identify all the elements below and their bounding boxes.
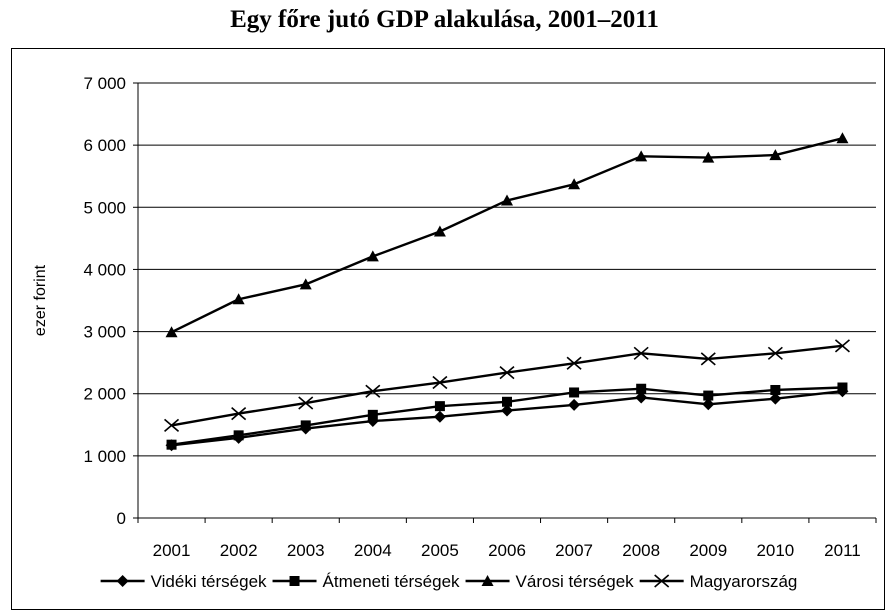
data-point (366, 250, 379, 262)
data-point (568, 398, 581, 411)
x-tick-label: 2004 (354, 541, 392, 560)
chart-area: 0 1 000 2 000 3 000 4 000 5 000 6 000 7 000 2001… (11, 48, 885, 610)
axes: 0 1 000 2 000 3 000 4 000 5 000 6 000 7 000 2001… (32, 74, 877, 560)
data-point (165, 326, 178, 338)
y-tick-label: 1 000 (83, 447, 126, 466)
y-tick-label: 4 000 (83, 260, 126, 279)
data-point (501, 404, 513, 417)
x-tick-label: 2005 (421, 541, 459, 560)
y-tick-label: 7 000 (83, 74, 126, 93)
legend: Vidéki térségek Átmeneti térségek Városi t… (100, 572, 798, 591)
x-marker-stroke (231, 406, 247, 421)
legend-marker (654, 574, 670, 588)
legend-label: Magyarország (690, 572, 798, 591)
series-2 (165, 132, 849, 338)
data-point (566, 356, 582, 370)
legend-marker (481, 575, 494, 586)
data-point (300, 420, 311, 431)
data-point (164, 418, 180, 433)
legend-marker (289, 576, 300, 586)
data-point (770, 384, 781, 395)
line-chart: 0 1 000 2 000 3 000 4 000 5 000 6 000 7 000 2001… (32, 74, 877, 591)
x-marker-stroke (432, 375, 448, 390)
x-tick-label: 2009 (689, 541, 727, 560)
x-tick-label: 2006 (488, 541, 526, 560)
x-marker-stroke (834, 339, 850, 353)
data-point (232, 293, 245, 305)
x-tick-label: 2002 (220, 541, 258, 560)
data-point (499, 365, 515, 380)
x-tick-label: 2003 (287, 541, 325, 560)
data-point (231, 406, 247, 421)
data-point (703, 390, 714, 401)
y-tick-label: 6 000 (83, 136, 126, 155)
data-point (769, 392, 782, 405)
legend-label: Vidéki térségek (151, 572, 267, 591)
data-point (502, 396, 512, 407)
data-point (767, 346, 783, 360)
x-marker-stroke (633, 346, 649, 360)
data-point (834, 339, 850, 353)
series-1 (166, 382, 848, 450)
series-line (171, 137, 843, 334)
x-marker-stroke (298, 396, 314, 410)
x-marker-stroke (164, 418, 180, 433)
data-point (432, 375, 448, 390)
x-tick-label: 2011 (824, 541, 861, 560)
data-point (365, 384, 381, 398)
legend-item-0: Vidéki térségek (100, 572, 267, 591)
data-point (569, 387, 580, 398)
data-point (433, 410, 446, 423)
data-point (166, 439, 177, 450)
x-tick-label: 2007 (555, 541, 593, 560)
x-marker-stroke (700, 352, 716, 366)
x-marker-stroke (365, 384, 381, 398)
y-tick-label: 5 000 (83, 198, 126, 217)
data-point (633, 346, 649, 360)
data-point (700, 352, 716, 366)
data-point (769, 149, 782, 161)
legend-label: Átmeneti térségek (323, 572, 461, 591)
data-point (433, 225, 446, 237)
data-point (501, 194, 513, 206)
data-point (635, 150, 648, 162)
data-point (836, 132, 849, 144)
chart-title: Egy főre jutó GDP alakulása, 2001–2011 (230, 6, 659, 33)
data-point (636, 383, 647, 394)
data-point (233, 430, 244, 441)
legend-marker (116, 575, 129, 587)
data-point (635, 391, 648, 404)
data-point (837, 382, 848, 393)
x-marker-stroke (654, 574, 670, 588)
data-point (568, 178, 581, 190)
gridlines (138, 82, 876, 457)
data-point (367, 409, 378, 420)
legend-item-3: Magyarország (639, 572, 798, 591)
legend-label: Városi térségek (516, 572, 635, 591)
y-tick-label: 0 (117, 509, 126, 528)
x-tick-label: 2008 (622, 541, 660, 560)
data-point (434, 401, 445, 412)
x-marker-stroke (767, 346, 783, 360)
y-tick-label: 3 000 (83, 323, 126, 342)
y-tick-label: 2 000 (83, 385, 126, 404)
data-point (702, 151, 715, 163)
x-marker-stroke (566, 356, 582, 370)
data-point (298, 396, 314, 410)
series-lines (164, 132, 850, 452)
legend-item-2: Városi térségek (465, 572, 635, 591)
legend-item-1: Átmeneti térségek (272, 572, 461, 591)
series-3 (164, 339, 850, 433)
x-tick-label: 2001 (153, 541, 191, 560)
data-point (702, 398, 715, 411)
y-axis-title: ezer forint (32, 264, 49, 336)
data-point (299, 278, 312, 290)
x-tick-label: 2010 (756, 541, 794, 560)
x-marker-stroke (499, 365, 515, 380)
series-0 (165, 385, 849, 452)
